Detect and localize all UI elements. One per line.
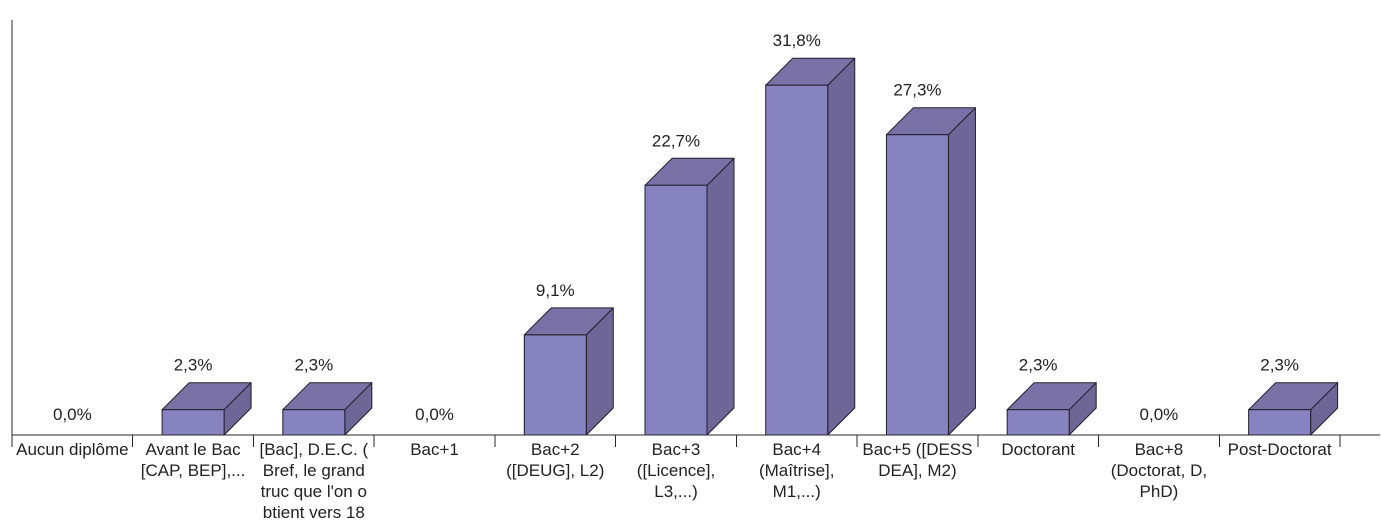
x-tick-label: Avant le Bac [CAP, BEP],... — [140, 440, 246, 480]
bars — [161, 57, 1339, 436]
x-tick-label: Bac+4 (Maîtrise], M1,...) — [758, 440, 835, 501]
bar-9 — [1006, 382, 1097, 436]
x-tick-label: Post-Doctorat — [1227, 440, 1332, 459]
bar-7 — [765, 57, 856, 436]
data-label: 22,7% — [652, 131, 700, 150]
bar-8 — [885, 107, 976, 436]
x-tick-label: Bac+8 (Doctorat, D, PhD) — [1110, 440, 1208, 501]
bar-front-face — [1006, 409, 1070, 436]
data-label: 2,3% — [1260, 356, 1299, 375]
data-label: 0,0% — [1140, 405, 1179, 424]
bar-5 — [523, 307, 614, 436]
bar-6 — [644, 157, 735, 436]
bar-front-face — [161, 409, 225, 436]
x-tick-label: Doctorant — [1001, 440, 1076, 459]
axes — [11, 20, 1380, 447]
x-tick-label: Bac+3 ([Licence], L3,...) — [636, 440, 716, 501]
data-label: 2,3% — [1019, 356, 1058, 375]
bar-2 — [161, 382, 252, 436]
data-label: 27,3% — [893, 81, 941, 100]
x-tick-label: Aucun diplôme — [16, 440, 129, 459]
data-label: 2,3% — [174, 356, 213, 375]
data-label: 31,8% — [773, 31, 821, 50]
bar-front-face — [644, 184, 708, 436]
x-tick-label: Bac+5 ([DESS DEA], M2) — [862, 440, 973, 480]
x-tick-label: Bac+1 — [410, 440, 459, 459]
data-label: 9,1% — [536, 281, 575, 300]
x-tick-label: [Bac], D.E.C. ( Bref, le grand truc que … — [259, 440, 369, 522]
data-labels: 0,0% 2,3% 2,3% 0,0% 9,1% 22,7% 31,8% 27,3% 2,3% 0… — [53, 31, 1299, 424]
data-label: 0,0% — [53, 405, 92, 424]
bar-front-face — [885, 134, 949, 436]
bar-front-face — [523, 334, 587, 436]
data-label: 2,3% — [294, 356, 333, 375]
x-tick-label: Bac+2 ([DEUG], L2) — [506, 440, 605, 480]
bar-3 — [282, 382, 373, 436]
bar-front-face — [282, 409, 346, 436]
data-label: 0,0% — [415, 405, 454, 424]
